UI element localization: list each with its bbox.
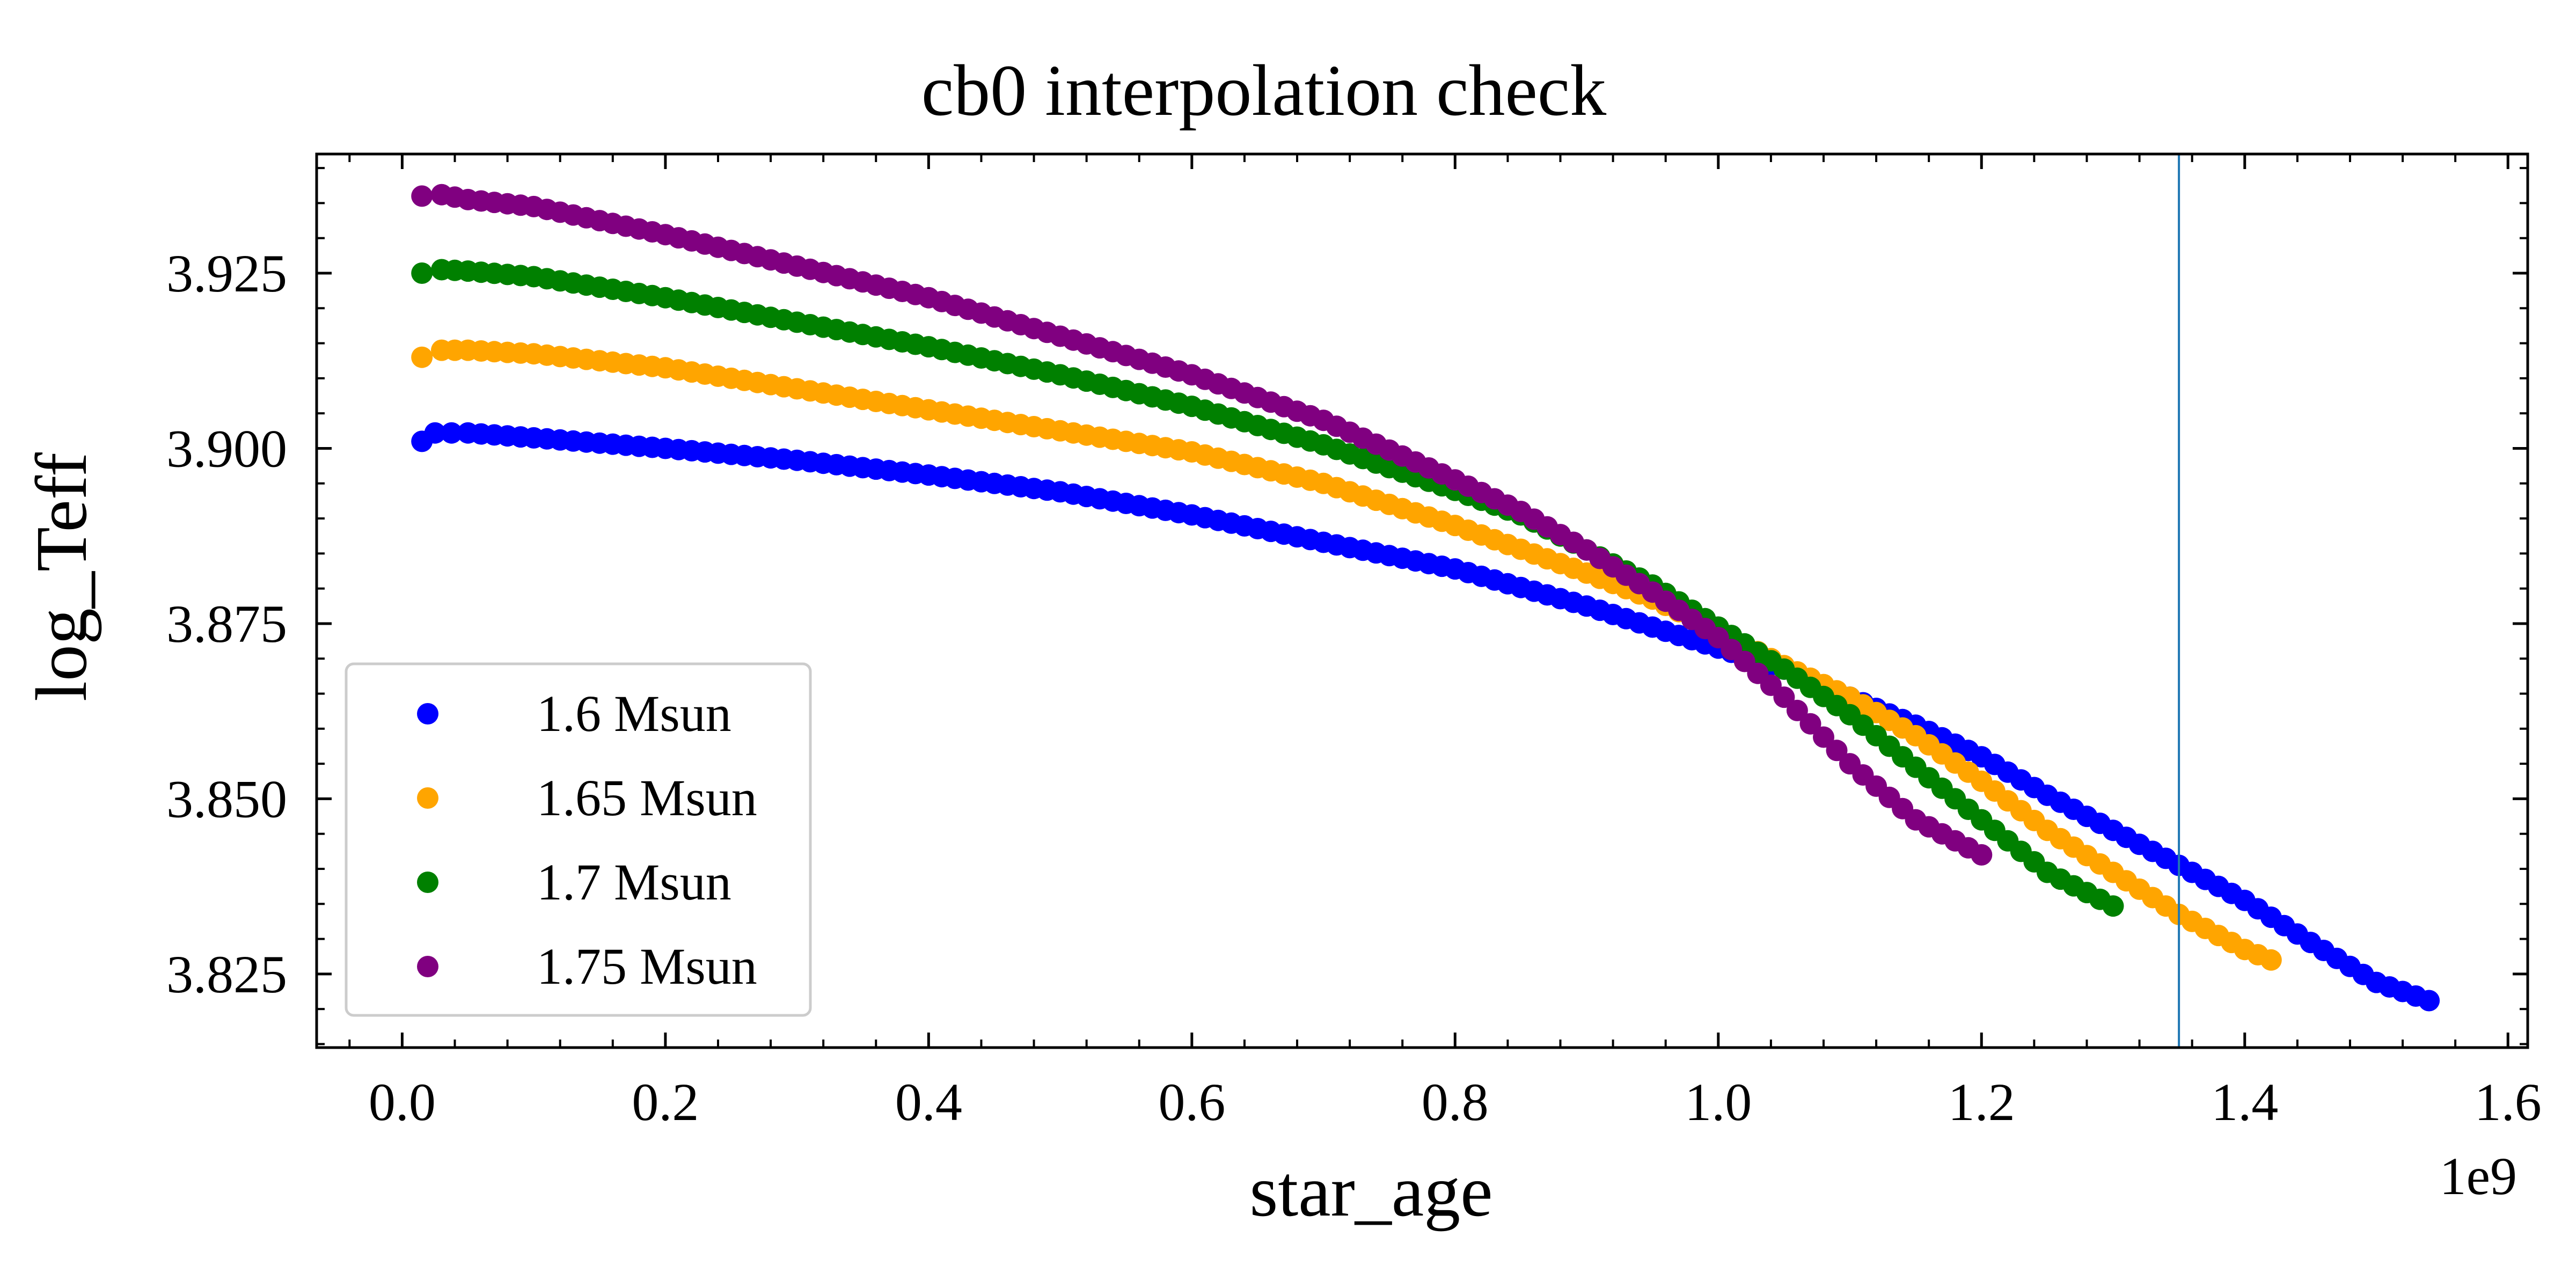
data-point — [1786, 699, 1808, 721]
data-point — [1826, 740, 1848, 762]
y-tick-label: 3.825 — [166, 945, 287, 1004]
x-axis-label: star_age — [1249, 1151, 1492, 1232]
data-point — [2418, 990, 2440, 1012]
data-point — [1971, 844, 1993, 866]
y-tick-label: 3.925 — [166, 244, 287, 303]
chart-title: cb0 interpolation check — [921, 50, 1606, 131]
data-point — [411, 185, 433, 207]
data-point — [411, 262, 433, 284]
data-point — [1773, 686, 1795, 708]
legend: 1.6 Msun 1.65 Msun 1.7 Msun 1.75 Msun — [345, 662, 812, 1017]
y-tick-label: 3.875 — [166, 594, 287, 654]
data-point — [411, 346, 433, 368]
legend-label-2: 1.65 Msun — [537, 769, 757, 826]
x-tick-label: 1.6 — [2475, 1072, 2542, 1132]
data-point — [1813, 726, 1834, 748]
data-point — [1799, 713, 1821, 735]
y-tick-label: 3.900 — [166, 419, 287, 478]
x-tick-label: 0.2 — [632, 1072, 699, 1132]
series-layer — [411, 154, 2440, 1048]
x-tick-label: 0.0 — [369, 1072, 436, 1132]
legend-marker-3 — [417, 872, 438, 893]
y-tick-label: 3.850 — [166, 769, 287, 829]
legend-marker-4 — [417, 956, 438, 977]
x-axis-offset-label: 1e9 — [2440, 1146, 2517, 1206]
x-tick-label: 1.0 — [1685, 1072, 1752, 1132]
x-tick-label: 0.4 — [895, 1072, 962, 1132]
axes-frame — [315, 152, 2529, 1049]
x-tick-label: 0.6 — [1158, 1072, 1225, 1132]
series-4 — [411, 184, 1993, 866]
x-tick-label: 1.4 — [2211, 1072, 2278, 1132]
legend-label-3: 1.7 Msun — [537, 853, 731, 911]
x-tick-label: 0.8 — [1422, 1072, 1489, 1132]
y-axis-label: log_Teff — [21, 452, 102, 701]
data-point — [2260, 949, 2282, 971]
x-tick-label: 1.2 — [1948, 1072, 2015, 1132]
data-point — [424, 422, 446, 444]
data-point — [441, 422, 463, 444]
axes-layer: 0.0 0.2 0.4 0.6 0.8 1.0 1.2 1.4 1.6 3.825 3.850 3.8… — [166, 152, 2542, 1132]
legend-marker-2 — [417, 787, 438, 809]
legend-label-4: 1.75 Msun — [537, 938, 757, 995]
legend-label-1: 1.6 Msun — [537, 685, 731, 742]
legend-frame — [345, 662, 812, 1017]
data-point — [2102, 895, 2124, 917]
legend-marker-1 — [417, 703, 438, 724]
series-3 — [411, 259, 2124, 917]
